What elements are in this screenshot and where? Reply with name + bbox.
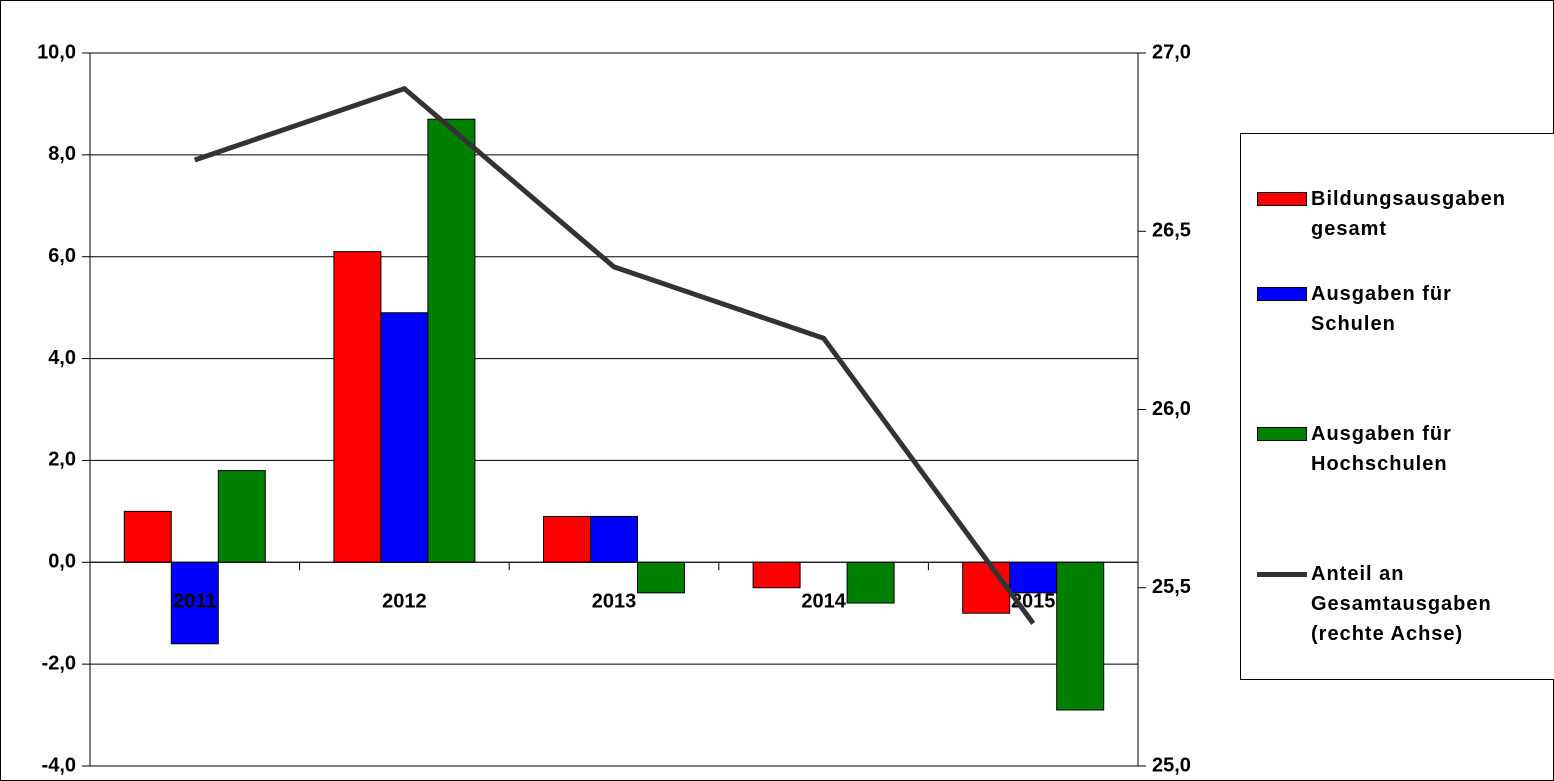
y2-tick-label: 27,0 (1152, 41, 1191, 63)
legend-item: Ausgaben für Schulen (1257, 279, 1554, 339)
legend-item: Anteil an Gesamtausgaben (rechte Achse) (1257, 559, 1554, 649)
y-tick-label: 6,0 (48, 245, 76, 267)
bar (752, 561, 801, 589)
bar (217, 470, 266, 563)
legend-swatch (1257, 427, 1307, 441)
legend-swatch (1257, 572, 1307, 577)
legend-label: Anteil an Gesamtausgaben (rechte Achse) (1311, 563, 1492, 645)
legend-swatch (1257, 192, 1307, 206)
x-tick-label: 2014 (801, 591, 846, 613)
legend-swatch (1257, 287, 1307, 301)
legend: Bildungsausgaben gesamt Ausgaben für Schu… (1240, 133, 1554, 680)
legend-label: Bildungsausgaben gesamt (1311, 188, 1506, 240)
legend-label: Ausgaben für Schulen (1311, 283, 1452, 335)
y-tick-label: -4,0 (42, 754, 76, 776)
bar (962, 561, 1011, 614)
legend-item: Ausgaben für Hochschulen (1257, 419, 1554, 479)
bar (846, 561, 895, 604)
bar (427, 118, 476, 563)
bar (380, 312, 429, 563)
bar (123, 510, 172, 563)
y2-tick-label: 25,0 (1152, 754, 1191, 776)
bar (543, 515, 591, 563)
y-tick-label: 0,0 (48, 551, 76, 573)
bar (590, 515, 638, 563)
bar (333, 251, 382, 563)
bar (170, 561, 219, 645)
legend-label: Ausgaben für Hochschulen (1311, 423, 1452, 475)
y-tick-label: -2,0 (42, 652, 76, 674)
line (193, 85, 1036, 625)
y-tick-label: 10,0 (37, 41, 76, 63)
y2-tick-label: 26,5 (1152, 220, 1191, 242)
bar (1056, 561, 1105, 711)
x-tick-label: 2013 (592, 591, 637, 613)
x-tick-label: 2012 (382, 591, 427, 613)
y-tick-label: 2,0 (48, 449, 76, 471)
y-tick-label: 4,0 (48, 347, 76, 369)
bar (1009, 561, 1058, 594)
bar (637, 561, 685, 594)
y-tick-label: 8,0 (48, 143, 76, 165)
legend-item: Bildungsausgaben gesamt (1257, 184, 1554, 244)
y2-tick-label: 25,5 (1152, 576, 1191, 598)
x-tick-label: 2011 (173, 591, 216, 613)
y2-tick-label: 26,0 (1152, 398, 1191, 420)
